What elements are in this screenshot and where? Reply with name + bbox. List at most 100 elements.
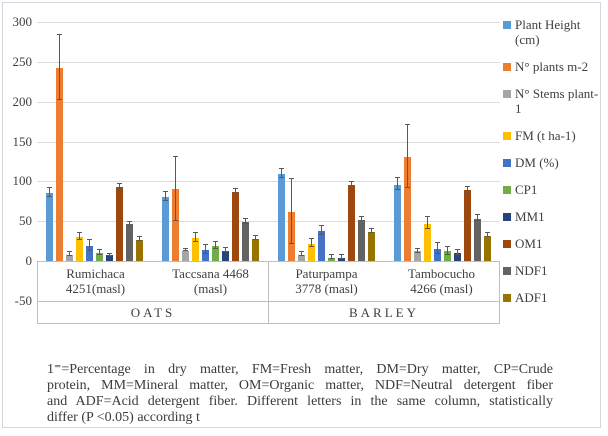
legend-swatch <box>503 132 511 140</box>
legend-swatch <box>503 294 511 302</box>
gridline-200 <box>37 101 500 103</box>
y-tick-label-150: 150 <box>12 133 33 149</box>
bar-group-1 <box>37 22 153 261</box>
error-bar <box>278 168 284 179</box>
bar <box>277 174 285 261</box>
bar-slot <box>252 22 260 261</box>
bar <box>357 219 365 261</box>
bar <box>473 218 481 261</box>
legend-item: DM (%) <box>503 155 599 170</box>
error-bar <box>173 155 179 222</box>
legend-label: Plant Height (cm) <box>515 17 581 47</box>
legend-item: N° Stems plant-1 <box>503 86 599 116</box>
bar-slot <box>327 22 335 261</box>
bar <box>307 243 315 261</box>
footnote-line-2: protein, MM=Mineral matter, OM=Organic m… <box>47 378 553 393</box>
bar-slot <box>86 22 94 261</box>
bar <box>423 223 431 261</box>
legend-item: Plant Height (cm) <box>503 17 599 47</box>
bar <box>297 254 305 261</box>
bar <box>182 250 190 261</box>
legend-swatch <box>503 267 511 275</box>
legend-swatch <box>503 63 511 71</box>
group-label-oats: OATS <box>130 305 176 320</box>
bar-slot <box>287 22 295 261</box>
y-tick-label--50: -50 <box>14 292 32 308</box>
bar-slot <box>443 22 451 261</box>
bar-slot <box>66 22 74 261</box>
bar <box>232 191 240 261</box>
footnote-line-3: and ADF=Acid detergent fiber. Different … <box>47 394 553 409</box>
bar <box>86 245 94 261</box>
error-bar <box>47 187 53 198</box>
bar-slot <box>423 22 431 261</box>
bar <box>172 189 180 261</box>
error-bar <box>444 246 450 255</box>
error-bar <box>404 123 410 188</box>
error-bar <box>223 247 229 253</box>
bar <box>337 257 345 261</box>
error-bar <box>434 242 440 254</box>
bar-slot <box>393 22 401 261</box>
error-bar <box>358 216 364 222</box>
bar-slot <box>182 22 190 261</box>
gridline-100 <box>37 181 500 183</box>
y-tick-label-200: 200 <box>12 93 33 109</box>
y-tick-label-0: 0 <box>25 253 33 268</box>
footnote: 1⁼=Percentage in dry matter, FM=Fresh ma… <box>47 362 553 426</box>
bar-group-2 <box>153 22 269 261</box>
bar-slot <box>96 22 104 261</box>
legend: Plant Height (cm) N° plants m-2 N° Stems p… <box>503 17 599 305</box>
category-label-4: Tambocucho 4266 (masl) <box>408 266 475 296</box>
bar-slot <box>337 22 345 261</box>
bar <box>96 253 104 261</box>
category-label-3: Paturpampa 3778 (masl) <box>268 262 384 301</box>
error-bar <box>57 34 63 101</box>
error-bar <box>193 231 199 242</box>
bar-slot <box>242 22 250 261</box>
error-bar <box>298 251 304 257</box>
error-bar <box>338 254 344 260</box>
figure-border <box>2 2 601 428</box>
gridline-250 <box>37 61 500 63</box>
bar <box>192 237 200 261</box>
bar <box>242 222 250 261</box>
y-tick-label-50: 50 <box>19 213 32 229</box>
legend-swatch <box>503 213 511 221</box>
bar <box>483 235 491 261</box>
legend-item: CP1 <box>503 182 599 197</box>
bar <box>162 196 170 261</box>
error-bar <box>464 185 470 193</box>
bar <box>66 254 74 261</box>
bar-slot <box>473 22 481 261</box>
bar-slot <box>277 22 285 261</box>
error-bar <box>213 240 219 250</box>
legend-swatch <box>503 159 511 167</box>
legend-item: N° plants m-2 <box>503 59 599 74</box>
bar <box>463 190 471 261</box>
bar-slot <box>433 22 441 261</box>
bar-slot <box>357 22 365 261</box>
legend-swatch <box>503 21 511 29</box>
legend-item: FM (t ha-1) <box>503 128 599 143</box>
legend-label: NDF1 <box>515 263 548 278</box>
bar <box>46 193 54 261</box>
bar-slot <box>317 22 325 261</box>
error-bar <box>203 243 209 254</box>
bar <box>347 184 355 261</box>
bar <box>403 156 411 261</box>
y-tick-label-100: 100 <box>12 173 33 189</box>
bar-group-3 <box>269 22 385 261</box>
group-label-barley: BARLEY <box>268 302 499 323</box>
error-bar <box>348 180 354 187</box>
bar <box>126 224 134 261</box>
error-bar <box>474 214 480 222</box>
bar <box>393 184 401 261</box>
gridline-150 <box>37 141 500 143</box>
bar-slot <box>136 22 144 261</box>
legend-label: DM (%) <box>515 155 559 170</box>
legend-label: N° Stems plant-1 <box>515 86 599 116</box>
legend-label: FM (t ha-1) <box>515 128 576 143</box>
bar-slot <box>56 22 64 261</box>
